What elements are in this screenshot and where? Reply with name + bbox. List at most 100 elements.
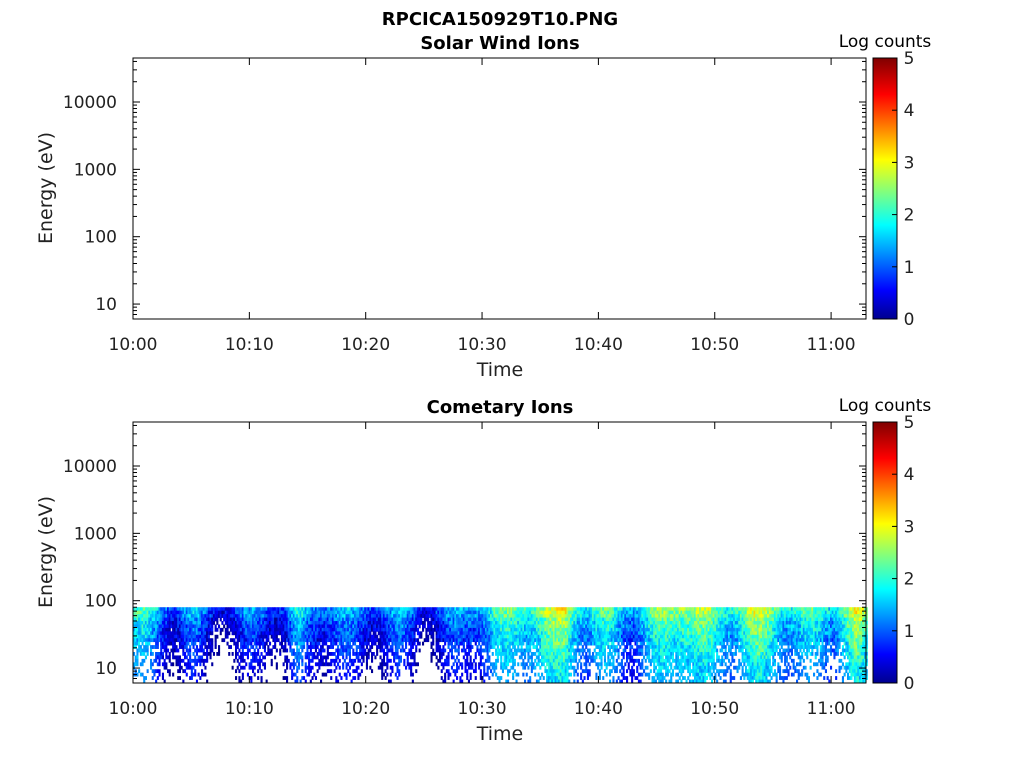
spectrogram-cell [643,607,646,612]
spectrogram-cell [316,652,319,656]
spectrogram-cell [299,617,302,622]
spectrogram-cell [549,610,552,615]
spectrogram-cell [466,631,469,636]
spectrogram-cell [371,669,374,674]
spectrogram-cell [442,610,445,615]
spectrogram-cell [530,607,533,612]
spectrogram-cell [316,614,319,618]
spectrogram-cell [189,665,192,670]
spectrogram-cell [437,617,440,622]
spectrogram-cell [566,676,569,680]
spectrogram-cell [432,648,435,653]
spectrogram-cell [163,641,166,646]
spectrogram-cell [338,610,341,615]
spectrogram-cell [218,610,221,615]
spectrogram-cell [382,617,385,622]
spectrogram-cell [168,652,171,656]
spectrogram-cell [263,655,266,660]
spectrogram-cell [586,621,589,625]
spectrogram-cell [389,658,392,663]
spectrogram-cell [569,634,572,639]
spectrogram-cell [656,631,659,636]
spectrogram-cell [627,652,630,656]
spectrogram-cell [445,621,448,625]
spectrogram-cell [405,621,408,625]
spectrogram-cell [507,607,510,612]
spectrogram-cell [612,617,615,622]
spectrogram-cell [626,669,629,674]
spectrogram-cell [568,652,571,656]
spectrogram-cell [151,621,154,625]
spectrogram-cell [629,627,632,632]
spectrogram-cell [139,652,142,656]
spectrogram-cell [275,648,278,653]
spectrogram-cell [600,658,603,663]
spectrogram-cell [627,641,630,646]
spectrogram-cell [556,662,559,667]
spectrogram-cell [168,624,171,629]
spectrogram-cell [437,627,440,632]
spectrogram-cell [297,665,300,670]
spectrogram-cell [586,638,589,643]
spectrogram-cell [377,624,380,629]
spectrogram-cell [360,641,363,646]
spectrogram-cell [507,634,510,639]
spectrogram-cell [318,662,321,667]
spectrogram-cell [364,634,367,639]
spectrogram-cell [323,610,326,615]
spectrogram-cell [576,607,579,612]
spectrogram-cell [275,610,278,615]
spectrogram-cell [304,679,307,684]
spectrogram-cell [457,621,460,625]
spectrogram-cell [627,638,630,643]
spectrogram-cell [462,627,465,632]
spectrogram-cell [651,658,654,663]
spectrogram-cell [177,676,180,680]
spectrogram-cell [415,610,418,615]
spectrogram-cell [479,652,482,656]
spectrogram-cell [304,610,307,615]
spectrogram-cell [437,607,440,612]
spectrogram-cell [241,655,244,660]
spectrogram-cell [182,627,185,632]
spectrogram-cell [381,631,384,636]
spectrogram-cell [425,634,428,639]
spectrogram-cell [627,621,630,625]
spectrogram-cell [144,627,147,632]
spectrogram-cell [563,617,566,622]
spectrogram-cell [365,645,368,649]
spectrogram-cell [656,669,659,674]
spectrogram-cell [347,669,350,674]
spectrogram-cell [478,648,481,653]
spectrogram-cell [551,655,554,660]
spectrogram-cell [558,607,561,612]
spectrogram-cell [153,610,156,615]
spectrogram-cell [389,617,392,622]
spectrogram-cell [320,614,323,618]
spectrogram-cell [600,652,603,656]
spectrogram-cell [461,607,464,612]
spectrogram-cell [454,617,457,622]
colorbar-tick-label: 3 [904,153,915,173]
spectrogram-cell [466,676,469,680]
spectrogram-cell [508,648,511,653]
spectrogram-cell [607,641,610,646]
spectrogram-cell [301,676,304,680]
spectrogram-cell [656,648,659,653]
spectrogram-cell [547,614,550,618]
spectrogram-cell [629,617,632,622]
spectrogram-cell [308,631,311,636]
spectrogram-cell [388,621,391,625]
spectrogram-cell [265,621,268,625]
spectrogram-cell [658,627,661,632]
spectrogram-cell [532,614,535,618]
spectrogram-cell [167,617,170,622]
spectrogram-cell [201,658,204,663]
spectrogram-cell [590,614,593,618]
spectrogram-cell [303,645,306,649]
spectrogram-cell [257,662,260,667]
spectrogram-cell [362,652,365,656]
spectrogram-cell [605,662,608,667]
spectrogram-cell [626,614,629,618]
spectrogram-cell [357,658,360,663]
